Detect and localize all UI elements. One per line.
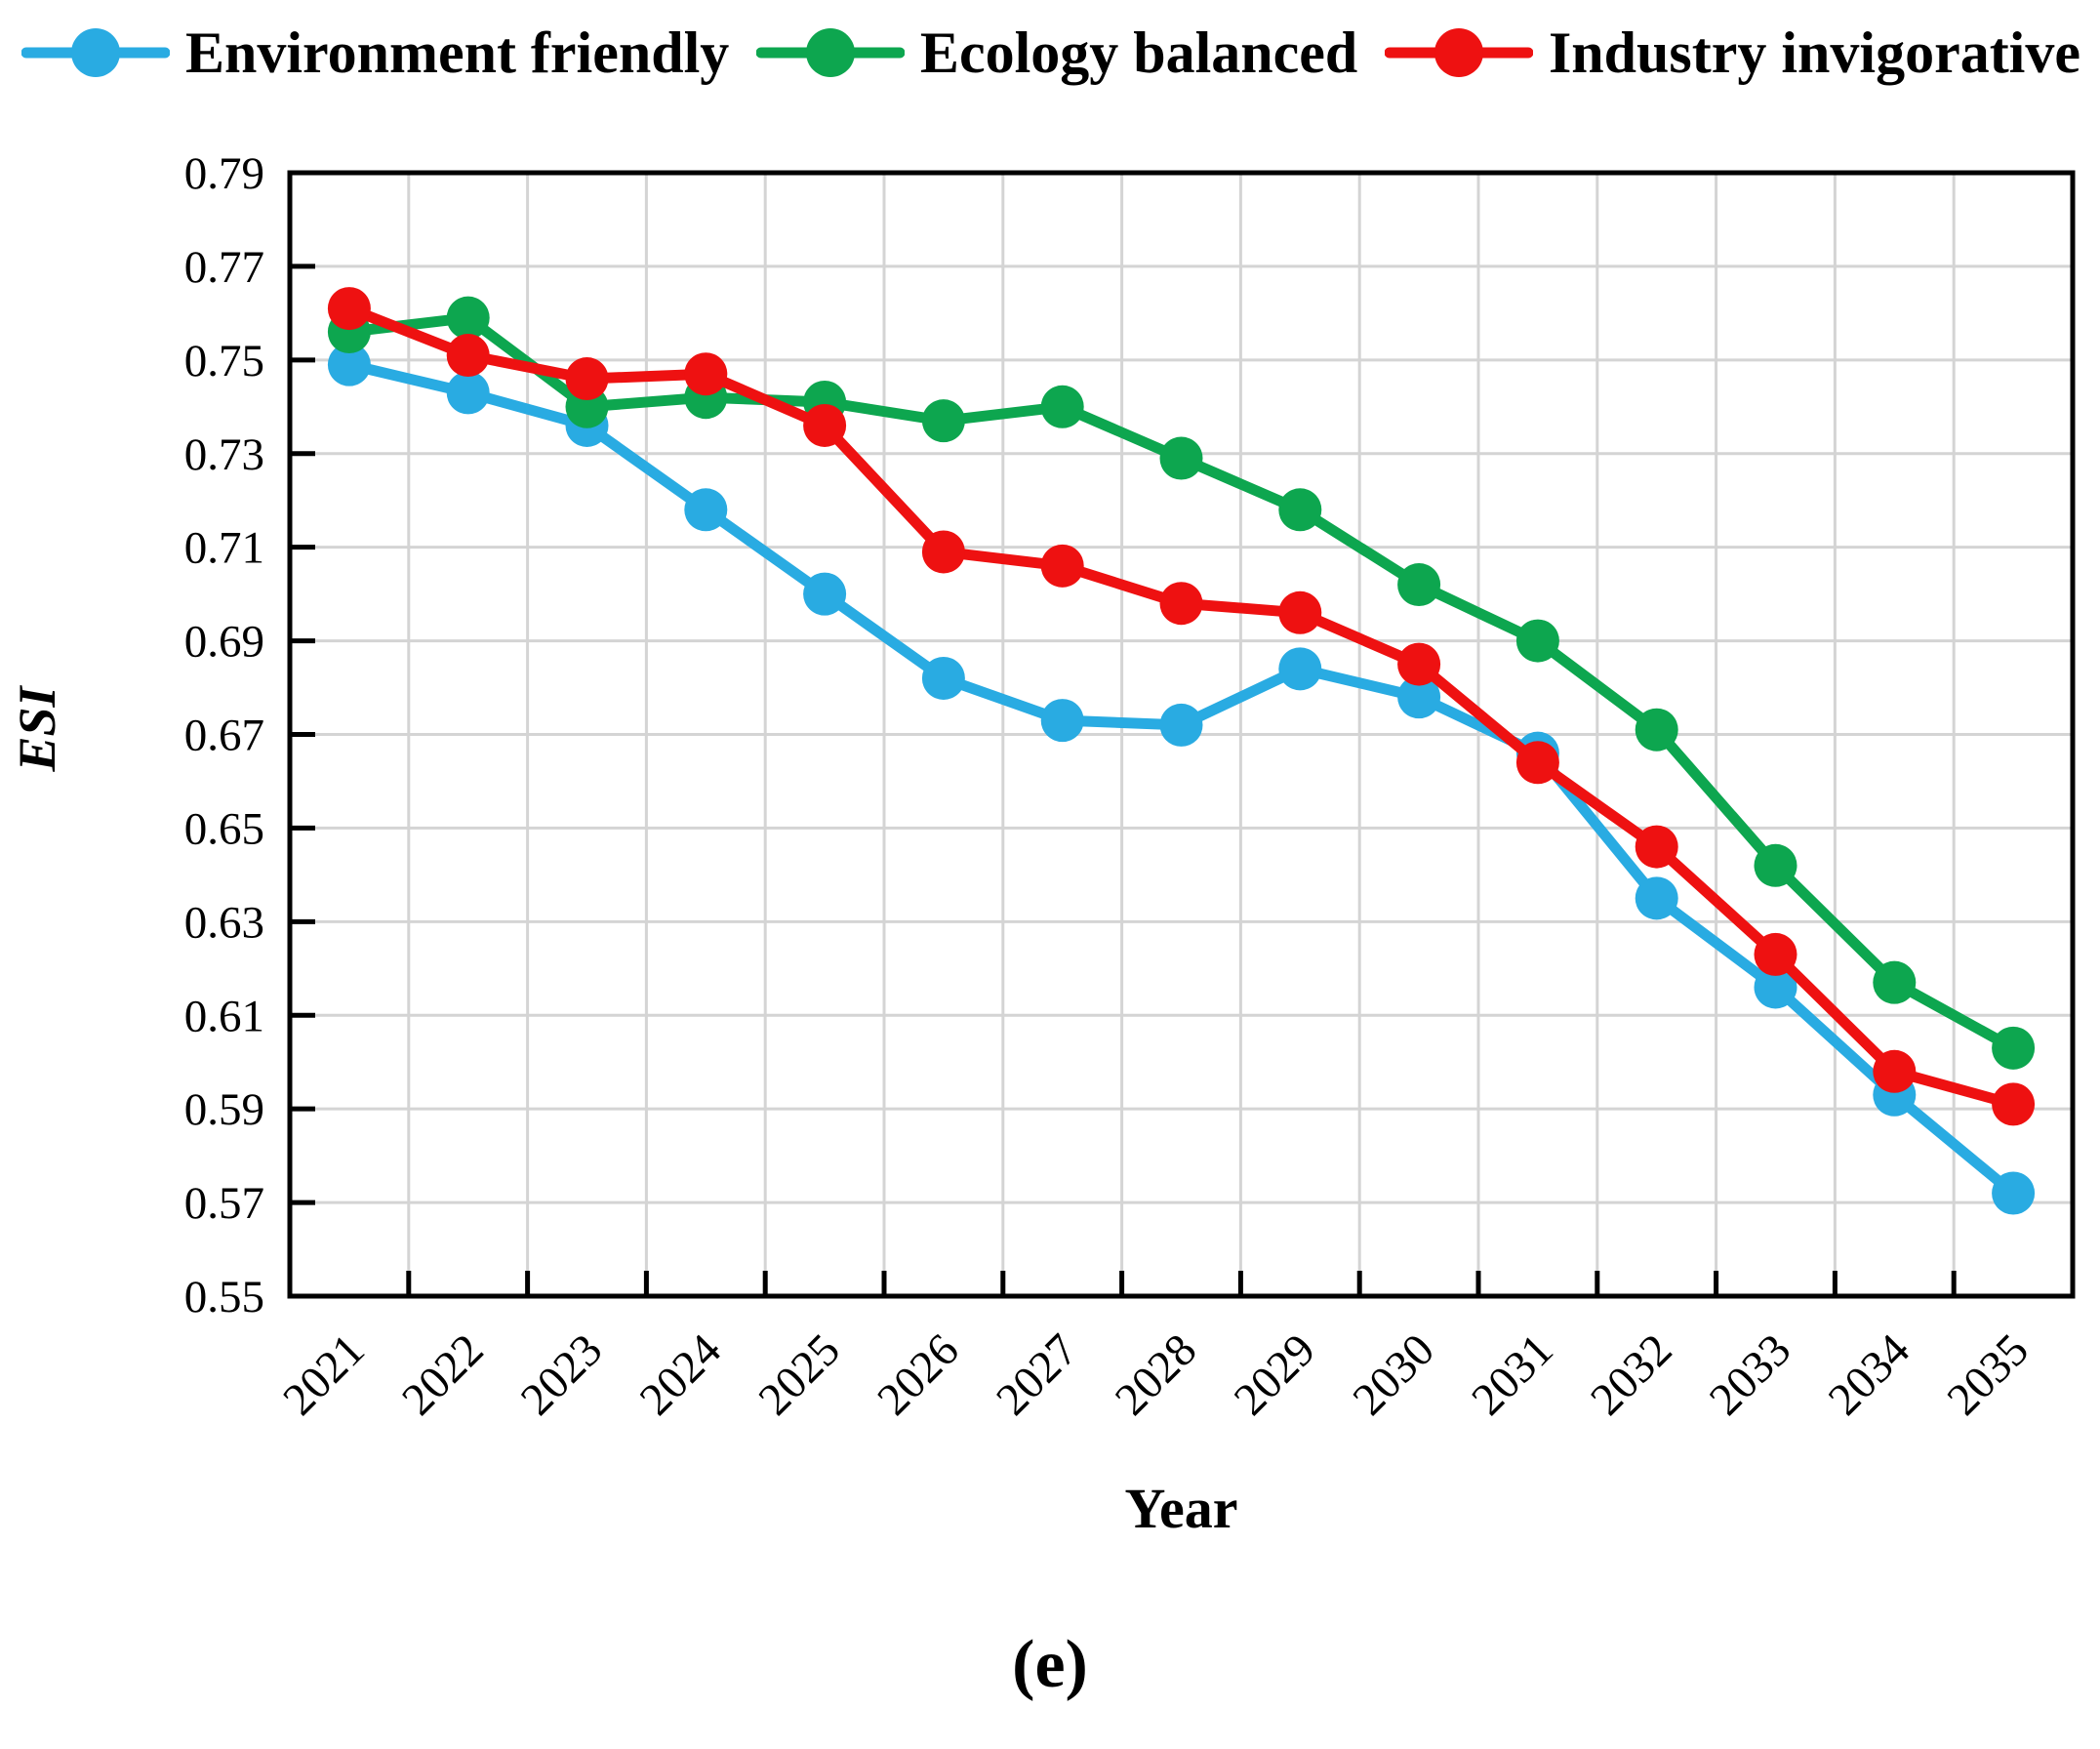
data-point-industry-invigorative-2033: [1754, 932, 1797, 976]
data-point-ecology-balanced-2030: [1397, 563, 1441, 607]
x-tick-label: 2033: [1700, 1324, 1800, 1425]
data-point-environment-friendly-2024: [684, 488, 728, 532]
legend-label: Ecology balanced: [919, 20, 1358, 85]
data-point-ecology-balanced-2033: [1754, 843, 1797, 887]
x-tick-label: 2029: [1225, 1324, 1325, 1425]
y-tick-label: 0.73: [184, 429, 264, 480]
y-tick-label: 0.63: [184, 897, 264, 948]
data-point-environment-friendly-2035: [1992, 1171, 2036, 1215]
legend-item-industry-invigorative: Industry invigorative: [1384, 20, 2080, 85]
series-line-environment-friendly: [343, 359, 2019, 1199]
y-tick-label: 0.71: [184, 523, 264, 574]
legend-line-marker-icon: [755, 28, 905, 77]
data-point-ecology-balanced-2035: [1992, 1026, 2036, 1070]
data-point-industry-invigorative-2024: [684, 352, 728, 396]
y-tick-label: 0.69: [184, 617, 264, 668]
figure-caption: (e): [1012, 1627, 1088, 1702]
data-point-environment-friendly-2032: [1635, 876, 1678, 920]
data-point-industry-invigorative-2023: [565, 357, 609, 401]
data-point-ecology-balanced-2029: [1278, 488, 1322, 532]
data-point-industry-invigorative-2030: [1397, 642, 1441, 686]
y-tick-label: 0.57: [184, 1178, 264, 1229]
y-tick-label: 0.75: [184, 336, 264, 386]
x-tick-label: 2034: [1819, 1324, 1919, 1425]
x-tick-label: 2025: [749, 1324, 850, 1425]
y-tick-label: 0.61: [184, 991, 264, 1041]
x-tick-label: 2026: [868, 1324, 968, 1425]
x-tick-label: 2022: [392, 1324, 493, 1425]
x-tick-label: 2035: [1938, 1324, 2039, 1425]
data-point-ecology-balanced-2034: [1873, 960, 1917, 1004]
y-tick-label: 0.67: [184, 711, 264, 761]
y-tick-label: 0.65: [184, 803, 264, 854]
y-tick-label: 0.79: [184, 148, 264, 199]
legend-item-ecology-balanced: Ecology balanced: [755, 20, 1358, 85]
data-point-ecology-balanced-2022: [446, 296, 490, 340]
data-point-environment-friendly-2033: [1754, 965, 1797, 1009]
data-point-environment-friendly-2022: [446, 371, 490, 415]
x-tick-label: 2023: [511, 1324, 612, 1425]
data-point-environment-friendly-2029: [1278, 647, 1322, 691]
x-tick-label: 2032: [1581, 1324, 1681, 1425]
data-point-industry-invigorative-2028: [1159, 582, 1203, 626]
data-point-industry-invigorative-2029: [1278, 590, 1322, 634]
x-tick-label: 2024: [630, 1324, 731, 1425]
data-point-industry-invigorative-2021: [327, 287, 371, 331]
data-point-industry-invigorative-2027: [1040, 544, 1084, 588]
x-axis-label: Year: [1124, 1477, 1238, 1540]
data-point-industry-invigorative-2032: [1635, 825, 1678, 869]
data-point-environment-friendly-2028: [1159, 703, 1203, 747]
legend-line-marker-icon: [21, 28, 170, 77]
data-point-industry-invigorative-2031: [1515, 741, 1559, 785]
x-tick-label: 2021: [273, 1324, 374, 1425]
data-point-industry-invigorative-2034: [1873, 1049, 1917, 1093]
data-point-ecology-balanced-2032: [1635, 708, 1678, 752]
x-tick-label: 2030: [1344, 1324, 1444, 1425]
y-tick-label: 0.59: [184, 1084, 264, 1135]
data-point-industry-invigorative-2035: [1992, 1082, 2036, 1126]
data-point-industry-invigorative-2022: [446, 334, 490, 378]
y-tick-label: 0.77: [184, 242, 264, 293]
legend-label: Industry invigorative: [1548, 20, 2080, 85]
legend-label: Environment friendly: [185, 20, 730, 85]
data-point-industry-invigorative-2025: [803, 403, 847, 447]
data-point-environment-friendly-2027: [1040, 699, 1084, 743]
data-point-ecology-balanced-2027: [1040, 385, 1084, 428]
data-point-environment-friendly-2026: [921, 656, 965, 700]
x-tick-label: 2031: [1462, 1324, 1562, 1425]
chart-legend: Environment friendly Ecology balanced In…: [21, 23, 2080, 82]
data-point-environment-friendly-2025: [803, 572, 847, 616]
data-point-ecology-balanced-2026: [921, 399, 965, 443]
y-axis-label: ESI: [8, 686, 66, 772]
x-tick-label: 2028: [1106, 1324, 1206, 1425]
legend-line-marker-icon: [1384, 28, 1533, 77]
data-point-ecology-balanced-2028: [1159, 436, 1203, 480]
y-tick-label: 0.55: [184, 1272, 264, 1322]
data-point-ecology-balanced-2031: [1515, 619, 1559, 663]
x-tick-label: 2027: [987, 1324, 1087, 1425]
legend-item-environment-friendly: Environment friendly: [21, 23, 729, 82]
data-point-environment-friendly-2030: [1397, 675, 1441, 719]
data-point-industry-invigorative-2026: [921, 530, 965, 574]
data-point-environment-friendly-2021: [327, 343, 371, 386]
